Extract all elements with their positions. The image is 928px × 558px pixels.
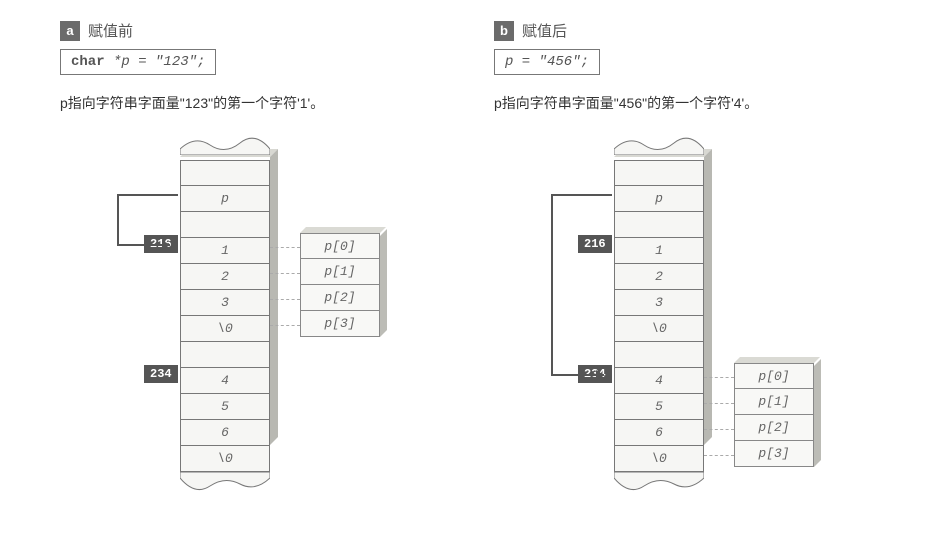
labels-b: p[0] p[1] p[2] p[3]: [734, 363, 814, 467]
dash-2: [270, 299, 300, 300]
labels-top-a: [300, 227, 386, 233]
lbl-3b: p[3]: [734, 441, 814, 467]
labels-shadow-a: [380, 229, 387, 337]
cell-b1-0: 1: [614, 238, 704, 264]
code-rest-b: p = "456";: [505, 54, 589, 70]
cell-b2-2: 6: [180, 420, 270, 446]
dash-1: [270, 273, 300, 274]
cell-b1-3: \0: [180, 316, 270, 342]
codebox-b: p = "456";: [494, 49, 600, 75]
heading-a: 赋值前: [88, 20, 133, 41]
pointer-arrow-b: [544, 187, 614, 387]
addr1-b: 216: [578, 235, 612, 253]
cell-empty: [180, 212, 270, 238]
memory-column-a: p 1 2 3 \0 4 5 6 \0: [180, 127, 270, 505]
cell-empty: [180, 160, 270, 186]
cell-b1-3: \0: [614, 316, 704, 342]
cell-b2-1: 5: [180, 394, 270, 420]
lbl-3: p[3]: [300, 311, 380, 337]
cell-b1-0: 1: [180, 238, 270, 264]
addr2-a: 234: [144, 365, 178, 383]
cell-empty: [180, 342, 270, 368]
lbl-1: p[1]: [300, 259, 380, 285]
col-shadow-a: [270, 149, 278, 445]
cell-b1-1: 2: [180, 264, 270, 290]
lbl-2: p[2]: [300, 285, 380, 311]
wavy-bottom-a: [180, 472, 270, 500]
badge-a: a: [60, 21, 80, 41]
addr2-b: 234: [578, 365, 612, 383]
code-rest-a: *p = "123";: [105, 54, 206, 70]
cell-b1-2: 3: [180, 290, 270, 316]
lbl-0: p[0]: [300, 233, 380, 259]
panel-a: a 赋值前 char *p = "123"; p指向字符串字面量"123"的第一…: [60, 20, 434, 487]
desc-b: p指向字符串字面量"456"的第一个字符'4'。: [494, 93, 868, 113]
panels-container: a 赋值前 char *p = "123"; p指向字符串字面量"123"的第一…: [60, 20, 868, 487]
lbl-0b: p[0]: [734, 363, 814, 389]
lbl-1b: p[1]: [734, 389, 814, 415]
dash-2b: [704, 429, 734, 430]
wavy-top-b: [614, 127, 704, 155]
cell-p: p: [614, 186, 704, 212]
cell-p: p: [180, 186, 270, 212]
dash-0: [270, 247, 300, 248]
wavy-bottom-b: [614, 472, 704, 500]
code-keyword-a: char: [71, 54, 105, 70]
memory-column-b: p 1 2 3 \0 4 5 6 \0: [614, 127, 704, 505]
labels-top-b: [734, 357, 820, 363]
heading-b: 赋值后: [522, 20, 567, 41]
col-shadow-b: [704, 149, 712, 445]
badge-b: b: [494, 21, 514, 41]
cell-empty: [614, 342, 704, 368]
panel-b-header: b 赋值后: [494, 20, 868, 41]
cell-b2-3: \0: [614, 446, 704, 472]
lbl-2b: p[2]: [734, 415, 814, 441]
cell-b2-2: 6: [614, 420, 704, 446]
cell-b1-1: 2: [614, 264, 704, 290]
cell-b1-2: 3: [614, 290, 704, 316]
labels-a: p[0] p[1] p[2] p[3]: [300, 233, 380, 337]
cell-b2-0: 4: [180, 368, 270, 394]
codebox-a: char *p = "123";: [60, 49, 216, 75]
cell-empty: [614, 160, 704, 186]
labels-shadow-b: [814, 359, 821, 467]
dash-1b: [704, 403, 734, 404]
dash-3b: [704, 455, 734, 456]
addr1-a: 216: [144, 235, 178, 253]
desc-a: p指向字符串字面量"123"的第一个字符'1'。: [60, 93, 434, 113]
cell-b2-1: 5: [614, 394, 704, 420]
wavy-top-a: [180, 127, 270, 155]
cell-b2-0: 4: [614, 368, 704, 394]
panel-a-header: a 赋值前: [60, 20, 434, 41]
panel-b: b 赋值后 p = "456"; p指向字符串字面量"456"的第一个字符'4'…: [494, 20, 868, 487]
diagram-b: p 1 2 3 \0 4 5 6 \0 216 234: [494, 127, 868, 487]
cell-b2-3: \0: [180, 446, 270, 472]
dash-0b: [704, 377, 734, 378]
diagram-a: p 1 2 3 \0 4 5 6 \0 216 234: [60, 127, 434, 487]
cell-empty: [614, 212, 704, 238]
dash-3: [270, 325, 300, 326]
